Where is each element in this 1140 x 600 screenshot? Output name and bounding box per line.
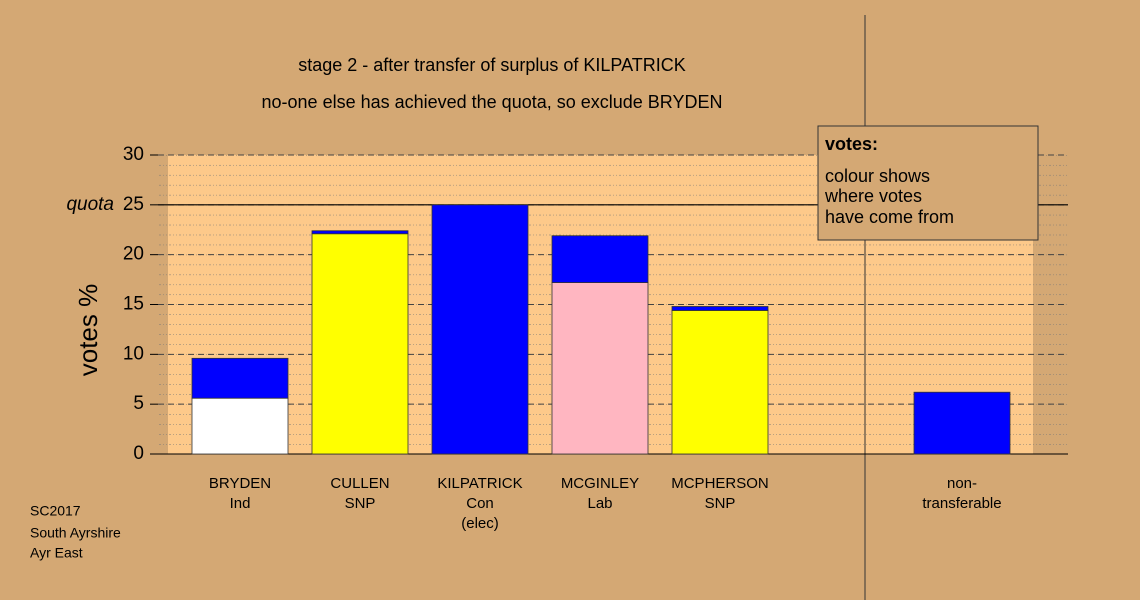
y-tick-label: 20 <box>123 244 144 265</box>
subtitle: no-one else has achieved the quota, so e… <box>262 92 723 112</box>
legend-line: have come from <box>825 207 954 227</box>
legend-title: votes: <box>825 134 878 154</box>
quota-label: quota <box>66 194 114 215</box>
y-tick-label: 15 <box>123 294 144 315</box>
x-tick-label: CULLEN <box>330 475 389 492</box>
y-tick-label: 25 <box>123 194 144 215</box>
legend-line: colour shows <box>825 166 930 186</box>
y-axis-label: votes % <box>73 284 103 377</box>
bar-segment <box>913 391 1011 455</box>
bar-segment <box>671 306 769 311</box>
x-tick-label: Lab <box>587 495 612 512</box>
x-tick-label: KILPATRICK <box>437 475 522 492</box>
x-tick-label: non- <box>947 475 977 492</box>
bar-segment <box>191 357 289 399</box>
bar-segment <box>551 235 649 283</box>
title: stage 2 - after transfer of surplus of K… <box>298 55 686 75</box>
bar-segment <box>191 397 289 455</box>
bar-segment <box>551 282 649 455</box>
footnote: Ayr East <box>30 545 83 561</box>
bar-segment <box>311 233 409 455</box>
x-tick-label: SNP <box>705 495 736 512</box>
x-tick-label: transferable <box>922 495 1001 512</box>
y-tick-label: 0 <box>133 443 144 464</box>
footnote: SC2017 <box>30 503 81 519</box>
bar-segment <box>431 204 529 455</box>
x-tick-label: SNP <box>345 495 376 512</box>
x-tick-label: MCPHERSON <box>671 475 769 492</box>
y-tick-label: 5 <box>133 393 144 414</box>
legend-frame <box>817 125 1039 241</box>
bar-segment <box>671 310 769 455</box>
y-tick-label: 30 <box>123 144 144 165</box>
x-tick-label: BRYDEN <box>209 475 271 492</box>
x-tick-label: (elec) <box>461 515 499 532</box>
x-tick-label: Ind <box>230 495 251 512</box>
bar-segment <box>311 230 409 235</box>
y-tick-label: 10 <box>123 343 144 364</box>
footnote: South Ayrshire <box>30 525 121 541</box>
x-tick-label: Con <box>466 495 494 512</box>
legend-line: where votes <box>824 186 922 206</box>
x-tick-label: MCGINLEY <box>561 475 639 492</box>
legend-box: votes: colour shows where votes have com… <box>817 125 1039 241</box>
